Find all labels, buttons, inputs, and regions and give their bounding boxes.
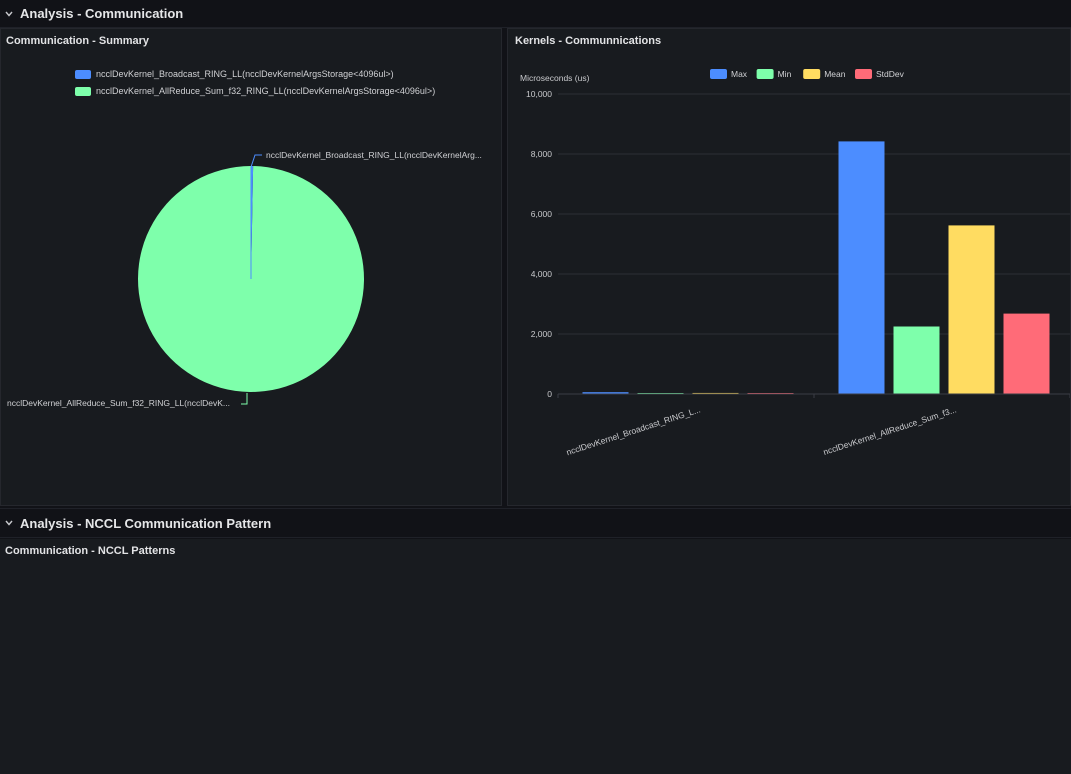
pie-slice-broadcast[interactable]	[251, 166, 254, 279]
callout-line-broadcast	[250, 154, 262, 168]
legend-swatch	[756, 69, 774, 79]
bar-stddev[interactable]	[1003, 313, 1050, 394]
bar-chart: Microseconds (us) 0 2,000 4,000 6,000 8,000 10…	[520, 69, 1070, 457]
legend-swatch	[855, 69, 872, 79]
row-title: Analysis - Communication	[20, 6, 184, 21]
legend-label: StdDev	[876, 69, 905, 79]
row-title: Analysis - NCCL Communication Pattern	[20, 515, 272, 531]
pie-chart: ncclDevKernel_Broadcast_RING_LL(ncclDevK…	[7, 150, 482, 408]
pie-label-allreduce: ncclDevKernel_AllReduce_Sum_f32_RING_LL(…	[7, 398, 230, 408]
y-tick-label: 10,000	[526, 89, 552, 99]
pie-label-broadcast: ncclDevKernel_Broadcast_RING_LL(ncclDevK…	[266, 150, 482, 160]
y-axis-label: Microseconds (us)	[520, 73, 590, 83]
y-tick-label: 0	[547, 389, 552, 399]
legend-swatch	[803, 69, 821, 79]
row-header-analysis-nccl[interactable]: Analysis - NCCL Communication Pattern	[0, 508, 1071, 538]
y-tick-label: 6,000	[531, 209, 553, 219]
chevron-down-icon[interactable]	[4, 520, 14, 526]
y-tick-label: 8,000	[531, 149, 553, 159]
legend-swatch	[710, 69, 727, 79]
callout-line-allreduce	[241, 393, 248, 405]
communication-summary-panel: Communication - Summary ncclDevKernel_Br…	[0, 28, 502, 506]
bar-max[interactable]	[582, 392, 629, 394]
panel-title: Communication - Summary	[6, 35, 150, 47]
legend-item-mean[interactable]: Mean	[803, 69, 846, 79]
bar-max[interactable]	[838, 141, 885, 394]
legend-swatch	[75, 69, 91, 79]
legend-label: Mean	[824, 69, 846, 79]
y-tick-label: 4,000	[531, 269, 553, 279]
chevron-down-icon[interactable]	[4, 11, 14, 17]
x-tick-label: ncclDevKernel_Broadcast_RING_L...	[565, 404, 702, 457]
panel-title: Communication - NCCL Patterns	[5, 545, 176, 557]
bar-min[interactable]	[893, 326, 940, 395]
legend-label: Min	[778, 69, 792, 79]
legend-label: Max	[731, 69, 748, 79]
legend-item-stddev[interactable]: StdDev	[855, 69, 905, 79]
panel-title: Kernels - Communnications	[515, 35, 662, 47]
legend-item-max[interactable]: Max	[710, 69, 748, 79]
kernels-communications-panel: Kernels - Communnications Microseconds (…	[507, 28, 1071, 506]
row-header-analysis-communication[interactable]: Analysis - Communication	[0, 0, 1071, 28]
bar-mean[interactable]	[948, 225, 995, 394]
legend-label: ncclDevKernel_Broadcast_RING_LL(ncclDevK…	[96, 69, 394, 79]
legend-swatch	[75, 86, 91, 96]
legend-item-min[interactable]: Min	[756, 69, 792, 79]
bar-mean[interactable]	[692, 392, 739, 394]
y-tick-label: 2,000	[531, 329, 553, 339]
legend-item-broadcast[interactable]: ncclDevKernel_Broadcast_RING_LL(ncclDevK…	[75, 69, 394, 79]
legend-item-allreduce[interactable]: ncclDevKernel_AllReduce_Sum_f32_RING_LL(…	[75, 86, 435, 96]
legend-label: ncclDevKernel_AllReduce_Sum_f32_RING_LL(…	[96, 86, 436, 96]
x-tick-label: ncclDevKernel_AllReduce_Sum_f3...	[822, 404, 958, 457]
nccl-patterns-panel: Communication - NCCL Patterns	[0, 539, 1071, 774]
